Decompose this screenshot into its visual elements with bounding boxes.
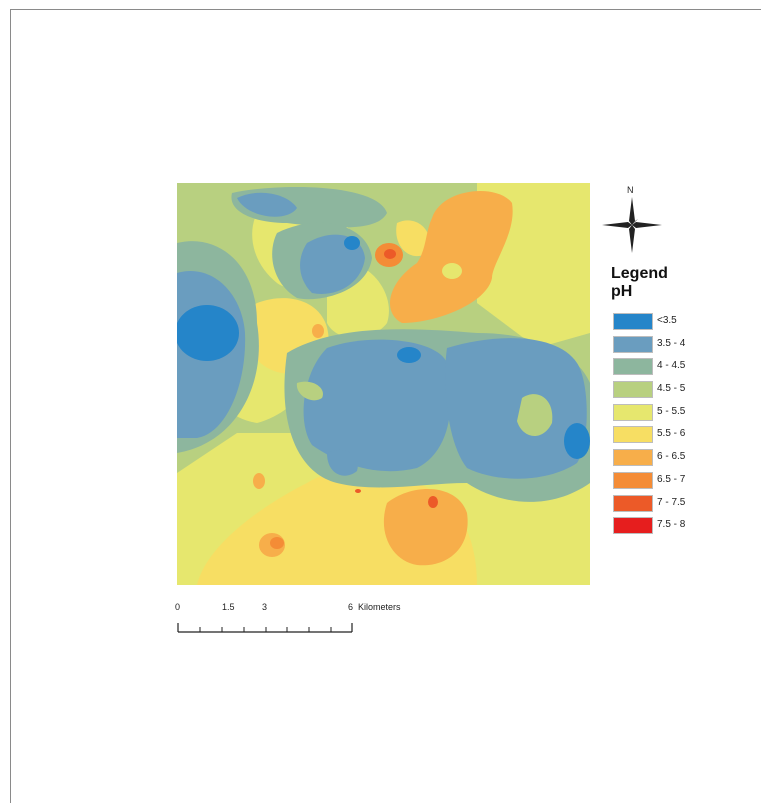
legend-item: 5.5 - 6 xyxy=(611,424,731,447)
zone-7-7.5 xyxy=(384,249,396,259)
legend-label: 4 - 4.5 xyxy=(657,360,686,372)
legend-item: 7 - 7.5 xyxy=(611,493,731,516)
ph-interpolation-map xyxy=(177,183,590,585)
legend-swatch xyxy=(613,494,653,512)
zone-3.5-4 xyxy=(300,234,365,294)
zone-3.5-4 xyxy=(445,338,587,479)
scale-tick-label: 3 xyxy=(262,602,268,612)
legend-item: 6 - 6.5 xyxy=(611,447,731,470)
scale-unit-label: Kilometers xyxy=(358,602,401,612)
legend-label: 6.5 - 7 xyxy=(657,473,686,485)
zone-5-5.5 xyxy=(442,263,462,279)
legend-subtitle: pH xyxy=(611,283,633,300)
legend-label: <3.5 xyxy=(657,315,677,326)
zone-3.5-4 xyxy=(327,449,358,476)
legend-items: <3.5 3.5 - 4 4 - 4.5 4.5 - 5 5 - 5.5 5.5 - 6 6… xyxy=(611,311,731,538)
legend-swatch xyxy=(613,335,653,353)
zone-6-6.5 xyxy=(383,489,468,566)
zone-6-6.5 xyxy=(253,473,265,489)
scale-tick-label: 6 xyxy=(348,602,354,612)
legend-item: 3.5 - 4 xyxy=(611,334,731,357)
zone-6-6.5 xyxy=(390,191,513,323)
page-frame-left xyxy=(10,9,11,803)
zone-3.5-4 xyxy=(303,339,451,472)
legend-label: 7 - 7.5 xyxy=(657,496,686,508)
zone-4.5-5 xyxy=(296,381,323,401)
legend-item: 4 - 4.5 xyxy=(611,356,731,379)
legend-swatch xyxy=(613,426,653,444)
legend-swatch xyxy=(613,517,653,535)
legend-item: 7.5 - 8 xyxy=(611,515,731,538)
legend-label: 4.5 - 5 xyxy=(657,383,686,395)
zone-4.5-5 xyxy=(517,394,553,436)
scale-tick-label: 1.5 xyxy=(222,602,235,612)
north-arrow: N xyxy=(600,185,664,257)
scale-bar: 0 1.5 3 6 Kilometers xyxy=(172,602,452,642)
legend-label: 6 - 6.5 xyxy=(657,451,686,463)
zone-lt-3.5 xyxy=(397,347,421,363)
legend-item: 4.5 - 5 xyxy=(611,379,731,402)
zone-5.5-6 xyxy=(396,220,430,257)
legend-label: 7.5 - 8 xyxy=(657,519,686,531)
north-label: N xyxy=(627,185,634,195)
legend-swatch xyxy=(613,449,653,467)
legend-title: Legend xyxy=(611,265,668,282)
legend-swatch xyxy=(613,313,653,330)
legend-item: 5 - 5.5 xyxy=(611,402,731,425)
zone-lt-3.5 xyxy=(177,305,239,361)
legend-item: <3.5 xyxy=(611,311,731,334)
page-frame-top xyxy=(10,9,761,10)
legend-item: 6.5 - 7 xyxy=(611,470,731,493)
legend-label: 3.5 - 4 xyxy=(657,337,686,349)
legend-label: 5 - 5.5 xyxy=(657,405,686,417)
scale-tick-label: 0 xyxy=(175,602,181,612)
scale-ruler xyxy=(177,623,353,633)
legend-swatch xyxy=(613,358,653,376)
compass-rose-icon xyxy=(602,197,662,253)
legend-swatch xyxy=(613,403,653,421)
legend-label: 5.5 - 6 xyxy=(657,428,686,440)
zone-6-6.5 xyxy=(312,324,324,338)
zone-6.5-7 xyxy=(270,537,284,549)
zone-3.5-4 xyxy=(237,192,297,217)
zone-7-7.5 xyxy=(355,489,361,493)
map-legend: Legend pH <3.5 3.5 - 4 4 - 4.5 4.5 - 5 5 - 5… xyxy=(611,265,731,538)
zone-lt-3.5 xyxy=(564,423,590,459)
zone-lt-3.5 xyxy=(344,236,360,250)
legend-swatch xyxy=(613,381,653,399)
zone-7-7.5 xyxy=(428,496,438,508)
legend-swatch xyxy=(613,471,653,489)
